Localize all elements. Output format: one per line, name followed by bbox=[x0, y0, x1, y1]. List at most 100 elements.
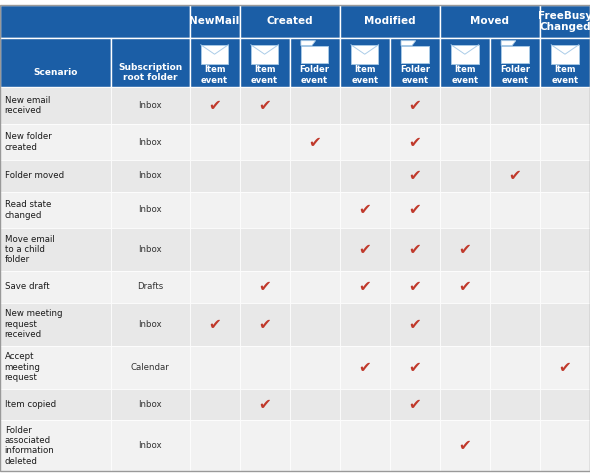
Bar bbox=[390, 38, 440, 88]
Bar bbox=[201, 45, 228, 64]
Text: Move email
to a child
folder: Move email to a child folder bbox=[5, 235, 54, 265]
Text: Item
event: Item event bbox=[201, 65, 228, 85]
Bar bbox=[390, 388, 440, 420]
Bar bbox=[189, 346, 240, 388]
Bar bbox=[189, 124, 240, 160]
Bar bbox=[0, 346, 111, 388]
Text: ✔: ✔ bbox=[408, 98, 421, 113]
Text: Inbox: Inbox bbox=[139, 171, 162, 180]
Bar bbox=[290, 228, 340, 271]
Bar bbox=[290, 88, 340, 124]
Bar bbox=[240, 38, 290, 88]
Bar bbox=[290, 388, 340, 420]
Text: ✔: ✔ bbox=[208, 317, 221, 331]
Text: ✔: ✔ bbox=[458, 438, 471, 453]
Bar bbox=[440, 88, 490, 124]
Bar bbox=[340, 346, 390, 388]
Text: ✔: ✔ bbox=[358, 202, 371, 218]
Text: ✔: ✔ bbox=[358, 359, 371, 375]
Text: ✔: ✔ bbox=[309, 135, 321, 149]
Bar bbox=[290, 192, 340, 228]
Bar bbox=[111, 88, 189, 124]
Bar bbox=[0, 5, 189, 38]
Bar bbox=[440, 5, 540, 38]
Text: ✔: ✔ bbox=[559, 359, 571, 375]
Text: Inbox: Inbox bbox=[139, 245, 162, 254]
Text: ✔: ✔ bbox=[408, 135, 421, 149]
Bar bbox=[189, 88, 240, 124]
Text: Item
event: Item event bbox=[552, 65, 579, 85]
Bar bbox=[111, 38, 189, 88]
Text: FreeBusy
Changed: FreeBusy Changed bbox=[538, 10, 590, 32]
Text: Folder
event: Folder event bbox=[500, 65, 530, 85]
Bar bbox=[390, 124, 440, 160]
Bar bbox=[490, 228, 540, 271]
Bar bbox=[189, 38, 240, 88]
Bar bbox=[240, 420, 290, 471]
Bar bbox=[490, 303, 540, 346]
Text: New meeting
request
received: New meeting request received bbox=[5, 309, 62, 339]
Text: Item copied: Item copied bbox=[5, 400, 56, 409]
Bar bbox=[540, 388, 590, 420]
Bar bbox=[111, 303, 189, 346]
Bar bbox=[111, 228, 189, 271]
Text: Inbox: Inbox bbox=[139, 319, 162, 328]
Bar bbox=[490, 271, 540, 303]
Text: Inbox: Inbox bbox=[139, 441, 162, 450]
Bar bbox=[390, 192, 440, 228]
Bar bbox=[0, 88, 111, 124]
Text: ✔: ✔ bbox=[458, 242, 471, 257]
Bar bbox=[401, 46, 428, 63]
Bar bbox=[340, 88, 390, 124]
Bar bbox=[0, 192, 111, 228]
Bar bbox=[440, 420, 490, 471]
Bar bbox=[251, 45, 278, 64]
Bar bbox=[390, 346, 440, 388]
Bar bbox=[111, 420, 189, 471]
Bar bbox=[540, 160, 590, 192]
Polygon shape bbox=[301, 40, 316, 46]
Bar bbox=[111, 124, 189, 160]
Text: ✔: ✔ bbox=[358, 279, 371, 294]
Text: Item
event: Item event bbox=[351, 65, 378, 85]
Bar bbox=[240, 88, 290, 124]
Bar bbox=[189, 192, 240, 228]
Bar bbox=[340, 192, 390, 228]
Bar bbox=[290, 271, 340, 303]
Text: New email
received: New email received bbox=[5, 96, 50, 115]
Bar bbox=[189, 420, 240, 471]
Bar bbox=[240, 124, 290, 160]
Bar bbox=[440, 124, 490, 160]
Bar bbox=[440, 388, 490, 420]
Bar bbox=[490, 38, 540, 88]
Text: Folder
associated
information
deleted: Folder associated information deleted bbox=[5, 426, 54, 466]
Bar bbox=[240, 346, 290, 388]
Text: Inbox: Inbox bbox=[139, 101, 162, 110]
Bar bbox=[390, 228, 440, 271]
Bar bbox=[0, 271, 111, 303]
Bar bbox=[290, 303, 340, 346]
Bar bbox=[240, 160, 290, 192]
Bar bbox=[189, 228, 240, 271]
Bar bbox=[451, 45, 478, 64]
Text: ✔: ✔ bbox=[208, 98, 221, 113]
Text: ✔: ✔ bbox=[408, 242, 421, 257]
Bar bbox=[340, 271, 390, 303]
Bar bbox=[490, 124, 540, 160]
Bar bbox=[390, 160, 440, 192]
Bar bbox=[290, 420, 340, 471]
Text: Folder
event: Folder event bbox=[400, 65, 430, 85]
Bar bbox=[111, 192, 189, 228]
Bar bbox=[390, 271, 440, 303]
Bar bbox=[240, 192, 290, 228]
Bar bbox=[340, 388, 390, 420]
Text: ✔: ✔ bbox=[258, 397, 271, 412]
Text: Read state
changed: Read state changed bbox=[5, 200, 51, 219]
Bar bbox=[340, 303, 390, 346]
Bar bbox=[111, 271, 189, 303]
Text: ✔: ✔ bbox=[408, 359, 421, 375]
Bar bbox=[240, 303, 290, 346]
Bar bbox=[340, 38, 390, 88]
Bar bbox=[240, 388, 290, 420]
Bar bbox=[540, 38, 590, 88]
